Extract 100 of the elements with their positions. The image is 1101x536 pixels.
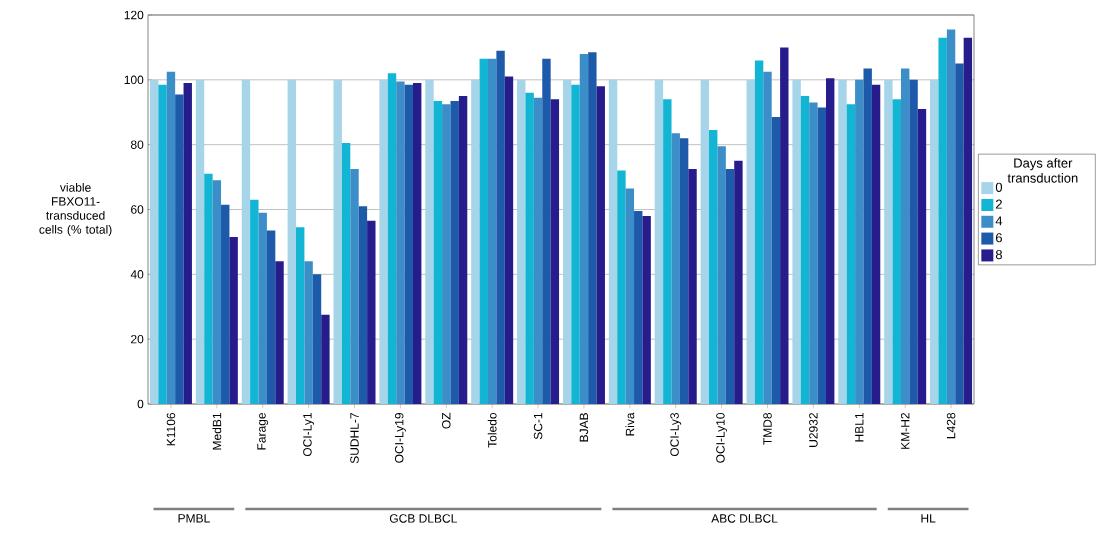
x-tick-label: KM-H2	[900, 413, 910, 449]
bar	[542, 58, 551, 404]
bar	[617, 170, 626, 404]
bar	[195, 79, 205, 404]
bar	[855, 79, 864, 404]
y-tick-label: 120	[124, 10, 144, 20]
legend-label: 6	[995, 233, 1002, 243]
y-tick-label: 60	[131, 205, 144, 214]
bar	[433, 100, 443, 404]
bar	[487, 58, 497, 404]
bar	[287, 79, 297, 404]
bar	[442, 104, 451, 404]
x-tick-label: Riva	[625, 412, 635, 436]
bar	[404, 84, 413, 404]
x-tick-label: U2932	[809, 413, 818, 447]
y-tick-label: 0	[137, 399, 144, 409]
bar	[579, 53, 589, 404]
bar	[258, 212, 267, 404]
bar	[846, 104, 856, 404]
bar	[625, 188, 635, 404]
bar	[900, 68, 910, 404]
bar	[771, 117, 781, 404]
bar	[642, 215, 651, 404]
bar	[571, 84, 580, 404]
bar	[158, 84, 167, 404]
bar	[450, 100, 459, 404]
bar	[938, 37, 947, 404]
bar	[800, 96, 810, 404]
text: PMBL	[178, 514, 210, 523]
bar	[826, 78, 835, 404]
bar	[241, 79, 251, 404]
bar	[717, 146, 726, 404]
bar	[725, 168, 735, 404]
bar	[884, 79, 893, 404]
bar	[525, 92, 534, 404]
bar	[700, 79, 710, 404]
bar	[250, 199, 259, 404]
bar	[533, 97, 543, 404]
bar	[562, 79, 572, 404]
bar	[892, 99, 901, 404]
bar	[212, 180, 222, 404]
bar	[917, 109, 927, 404]
x-tick-label: OZ	[442, 412, 451, 429]
bar	[479, 58, 488, 404]
legend-label: 8	[995, 249, 1002, 260]
bar	[358, 206, 368, 404]
bar	[379, 79, 388, 404]
bar	[817, 107, 826, 404]
x-tick-label: OCI-Ly10	[716, 412, 728, 463]
x-tick-label: MedB1	[212, 413, 222, 450]
text: HL	[921, 514, 936, 523]
bar	[496, 50, 505, 404]
bar	[963, 37, 973, 404]
x-tick-label: OCI-Ly3	[670, 412, 682, 457]
bar	[204, 173, 213, 404]
bar	[296, 227, 305, 404]
bar	[550, 99, 560, 404]
bar	[654, 79, 664, 404]
y-tick-label: 20	[131, 334, 144, 344]
x-tick-label: OCI-Ly1	[303, 413, 315, 457]
bar	[175, 94, 184, 404]
bar	[425, 79, 434, 404]
bar	[367, 220, 376, 404]
legend-label: 4	[995, 216, 1003, 226]
bar	[930, 79, 939, 404]
bar	[266, 230, 276, 404]
bar	[221, 204, 230, 404]
bar	[471, 79, 480, 404]
x-tick-label: Toledo	[487, 412, 497, 448]
legend-title: Days after transduction	[1007, 158, 1078, 183]
bar	[679, 138, 689, 404]
bar	[350, 168, 359, 404]
bar	[312, 274, 322, 404]
y-tick-label: 100	[124, 75, 144, 85]
bar	[688, 168, 697, 404]
bar	[321, 314, 330, 404]
bar	[663, 99, 672, 404]
bar	[333, 79, 342, 404]
bar	[809, 102, 818, 404]
x-tick-label: HBL1	[855, 413, 864, 442]
bar	[763, 71, 772, 404]
bar	[709, 130, 718, 404]
x-tick-label: TMD8	[763, 412, 772, 445]
bar	[746, 79, 755, 404]
bar	[275, 261, 284, 404]
text: GCB DLBCL	[389, 514, 457, 523]
bar	[863, 68, 872, 404]
bar	[504, 76, 514, 404]
bar	[780, 47, 789, 404]
bar	[229, 237, 238, 404]
x-tick-label: L428	[946, 412, 956, 439]
bar	[909, 79, 918, 404]
y-tick-label: 40	[130, 270, 144, 279]
bar	[838, 79, 847, 404]
bar	[517, 79, 526, 404]
bar	[149, 79, 159, 404]
y-tick-label: 80	[130, 140, 144, 149]
x-tick-label: SC-1	[533, 413, 543, 440]
bar	[734, 160, 743, 404]
bar	[792, 79, 801, 404]
